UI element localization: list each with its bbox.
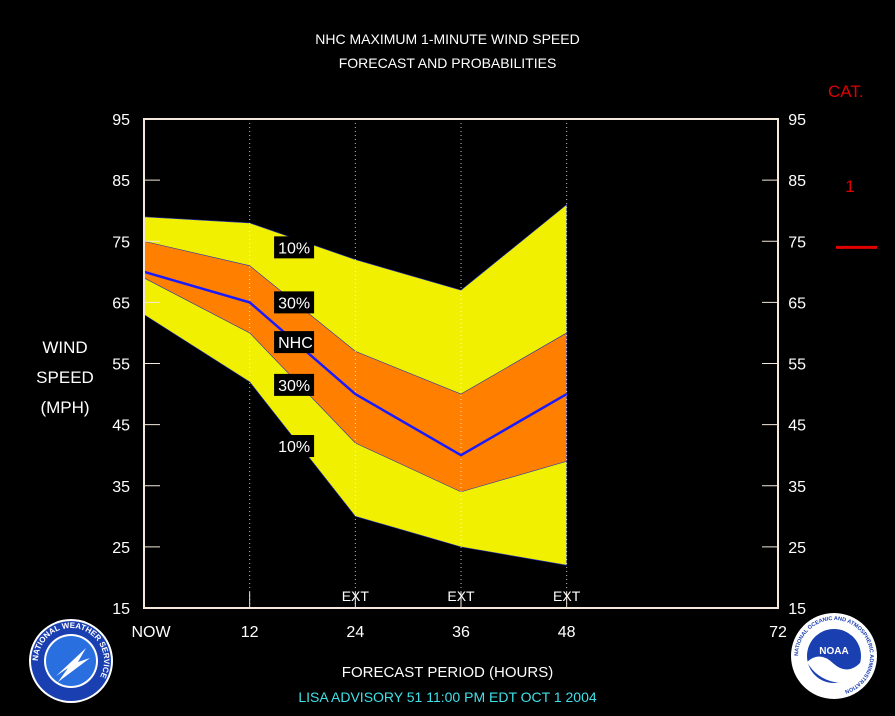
x-tick-label-24: 24 (346, 624, 364, 641)
band-label-bg-2 (274, 331, 315, 354)
y-tick-label-left-85: 85 (112, 173, 130, 190)
nws-logo: NATIONAL WEATHER SERVICE (29, 619, 113, 703)
y-tick-label-right-25: 25 (788, 540, 806, 557)
x-tick-label-72: 72 (769, 624, 787, 641)
band-label-0: 10% (278, 240, 310, 257)
category-header: CAT. (828, 82, 864, 101)
x-tick-label-now: NOW (131, 624, 171, 641)
y-tick-label-right-55: 55 (788, 357, 806, 374)
band-label-1: 30% (278, 295, 310, 312)
band-label-bg-1 (274, 291, 315, 314)
y-axis-label-line-1: WIND (42, 338, 88, 357)
category-label-1: 1 (845, 177, 854, 196)
band-label-bg-4 (274, 435, 315, 458)
ext-marker-48: EXT (553, 588, 581, 604)
noaa-logo-center: NOAA (819, 646, 848, 657)
y-tick-label-right-15: 15 (788, 601, 806, 618)
y-tick-label-left-95: 95 (112, 112, 130, 129)
y-tick-label-right-65: 65 (788, 295, 806, 312)
y-tick-label-right-95: 95 (788, 112, 806, 129)
y-tick-label-left-25: 25 (112, 540, 130, 557)
band-label-3: 30% (278, 378, 310, 395)
y-tick-label-left-35: 35 (112, 479, 130, 496)
noaa-logo: NOAA NATIONAL OCEANIC AND ATMOSPHERIC AD… (791, 613, 877, 699)
x-tick-label-48: 48 (558, 624, 576, 641)
y-tick-label-left-45: 45 (112, 418, 130, 435)
chart-subtitle: FORECAST AND PROBABILITIES (338, 55, 557, 71)
nhc-forecast-line (143, 270, 568, 457)
y-axis-label-line-3: (MPH) (40, 398, 90, 417)
x-tick-label-12: 12 (241, 624, 259, 641)
y-tick-label-left-65: 65 (112, 295, 130, 312)
y-tick-label-right-75: 75 (788, 234, 806, 251)
ext-marker-24: EXT (342, 588, 370, 604)
band-label-4: 10% (278, 439, 310, 456)
y-tick-label-left-75: 75 (112, 234, 130, 251)
y-tick-label-right-35: 35 (788, 479, 806, 496)
y-tick-label-right-45: 45 (788, 418, 806, 435)
band-label-bg-3 (274, 373, 315, 396)
chart-title: NHC MAXIMUM 1-MINUTE WIND SPEED (315, 31, 580, 47)
y-axis-label-line-2: SPEED (36, 368, 94, 387)
ext-marker-36: EXT (447, 588, 475, 604)
y-tick-label-right-85: 85 (788, 173, 806, 190)
y-tick-label-left-55: 55 (112, 357, 130, 374)
x-tick-label-36: 36 (452, 624, 470, 641)
advisory-info: LISA ADVISORY 51 11:00 PM EDT OCT 1 2004 (298, 689, 597, 705)
band-label-bg-0 (274, 236, 315, 259)
y-tick-label-left-15: 15 (112, 601, 130, 618)
x-axis-label: FORECAST PERIOD (HOURS) (341, 664, 554, 681)
band-label-2: NHC (278, 335, 313, 352)
